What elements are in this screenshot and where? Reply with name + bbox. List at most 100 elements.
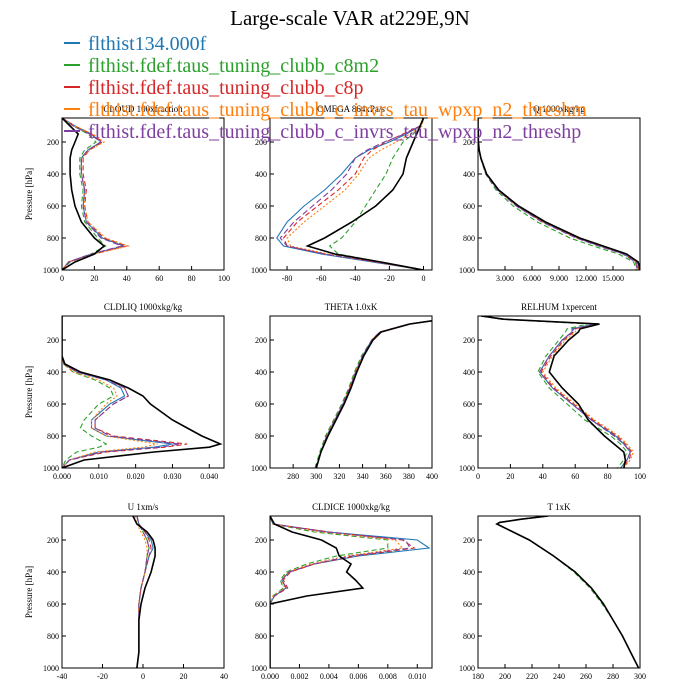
- x-tick-label: 0: [141, 672, 145, 681]
- y-tick-label: 1000: [43, 664, 59, 673]
- series-line-5: [136, 516, 150, 668]
- x-tick-label: 260: [580, 672, 592, 681]
- legend-item: flthist.fdef.taus_tuning_clubb_c_invrs_t…: [64, 99, 587, 121]
- series-line-6: [62, 316, 223, 468]
- series-line-2: [481, 316, 628, 468]
- series-line-4: [62, 316, 158, 468]
- series-group: [132, 516, 156, 668]
- x-tick-label: 60: [571, 472, 579, 481]
- y-tick-label: 1000: [459, 464, 475, 473]
- plot-frame: [61, 515, 225, 669]
- y-tick-label: 400: [255, 368, 267, 377]
- x-tick-label: 20: [506, 472, 514, 481]
- x-tick-label: 0.002: [290, 672, 308, 681]
- series-line-4: [315, 320, 432, 468]
- series-line-3: [62, 118, 129, 270]
- plot-frame: [61, 315, 225, 469]
- legend-swatch: [64, 130, 80, 133]
- y-tick-label: 1000: [43, 464, 59, 473]
- y-tick-label: 200: [463, 536, 475, 545]
- y-tick-label: 600: [463, 600, 475, 609]
- y-tick-label: 600: [47, 202, 59, 211]
- legend-item: flthist.fdef.taus_tuning_clubb_c_invrs_t…: [64, 121, 587, 143]
- figure-title: Large-scale VAR at229E,9N: [230, 6, 470, 30]
- legend-item: flthist.fdef.taus_tuning_clubb_c8m2: [64, 55, 587, 77]
- x-tick-label: 340: [357, 472, 369, 481]
- y-tick-label: 400: [463, 170, 475, 179]
- x-tick-label: 40: [123, 274, 131, 283]
- y-tick-label: 800: [47, 234, 59, 243]
- panel-3: 200 400 600 800 1000 3.000 6.000 9.000 12.000 15.…: [459, 104, 641, 283]
- legend-item: flthist.fdef.taus_tuning_clubb_c8p: [64, 77, 587, 99]
- y-tick-label: 600: [463, 202, 475, 211]
- y-tick-label: 200: [47, 138, 59, 147]
- x-tick-label: 20: [180, 672, 188, 681]
- y-tick-label: 1000: [251, 664, 267, 673]
- series-line-4: [495, 516, 640, 668]
- series-line-2: [62, 316, 115, 468]
- y-tick-label: 600: [47, 600, 59, 609]
- y-tick-label: 400: [47, 568, 59, 577]
- legend-label: flthist134.000f: [88, 33, 207, 55]
- y-tick-label: 1000: [459, 664, 475, 673]
- plot-frame: [269, 315, 433, 469]
- x-tick-label: 0.040: [200, 472, 218, 481]
- y-tick-label: 1000: [459, 266, 475, 275]
- x-tick-label: 80: [604, 472, 612, 481]
- x-tick-label: 200: [499, 672, 511, 681]
- series-line-3: [315, 320, 432, 468]
- x-tick-label: -20: [384, 274, 395, 283]
- x-tick-label: 180: [472, 672, 484, 681]
- y-tick-label: 600: [255, 202, 267, 211]
- panel-title: RELHUM 1xpercent: [521, 302, 597, 312]
- x-tick-label: 360: [380, 472, 392, 481]
- legend-label: flthist.fdef.taus_tuning_clubb_c8p: [88, 77, 364, 99]
- x-tick-label: 0.006: [349, 672, 367, 681]
- y-axis-label: Pressure [hPa]: [24, 168, 34, 220]
- x-tick-label: 380: [403, 472, 415, 481]
- legend-label: flthist.fdef.taus_tuning_clubb_c_invrs_t…: [88, 99, 587, 121]
- series-line-1: [495, 516, 640, 668]
- plot-frame: [269, 515, 433, 669]
- y-tick-label: 800: [255, 234, 267, 243]
- series-group: [62, 316, 223, 468]
- x-tick-label: 9.000: [550, 274, 568, 283]
- x-tick-label: 40: [539, 472, 547, 481]
- x-tick-label: 0.008: [379, 672, 397, 681]
- panel-title: CLDLIQ 1000xkg/kg: [104, 302, 183, 312]
- y-tick-label: 800: [255, 432, 267, 441]
- series-line-5: [315, 320, 432, 468]
- series-line-6: [495, 516, 640, 668]
- y-tick-label: 200: [47, 336, 59, 345]
- x-tick-label: 0.010: [90, 472, 108, 481]
- series-group: [495, 516, 640, 668]
- x-tick-label: 300: [634, 672, 646, 681]
- series-line-2: [314, 320, 432, 468]
- legend-swatch: [64, 86, 80, 89]
- y-tick-label: 800: [47, 432, 59, 441]
- series-line-1: [270, 516, 431, 668]
- y-tick-label: 600: [463, 400, 475, 409]
- y-tick-label: 400: [255, 170, 267, 179]
- panel-title: T 1xK: [547, 502, 571, 512]
- y-tick-label: 200: [255, 336, 267, 345]
- x-tick-label: 100: [218, 274, 230, 283]
- x-tick-label: 0.030: [163, 472, 181, 481]
- y-tick-label: 800: [463, 432, 475, 441]
- series-line-2: [328, 118, 425, 270]
- panel-7: 200 400 600 800 1000-40 -20 0 20 40 U 1xm/s Pressu…: [24, 502, 228, 681]
- y-tick-label: 400: [255, 568, 267, 577]
- series-line-1: [62, 316, 173, 468]
- plot-frame: [269, 117, 433, 271]
- y-tick-label: 200: [47, 536, 59, 545]
- legend-swatch: [64, 108, 80, 111]
- legend-swatch: [64, 64, 80, 67]
- x-tick-label: 3.000: [496, 274, 514, 283]
- x-tick-label: 100: [634, 472, 646, 481]
- series-line-5: [279, 118, 425, 270]
- series-line-6: [305, 118, 425, 270]
